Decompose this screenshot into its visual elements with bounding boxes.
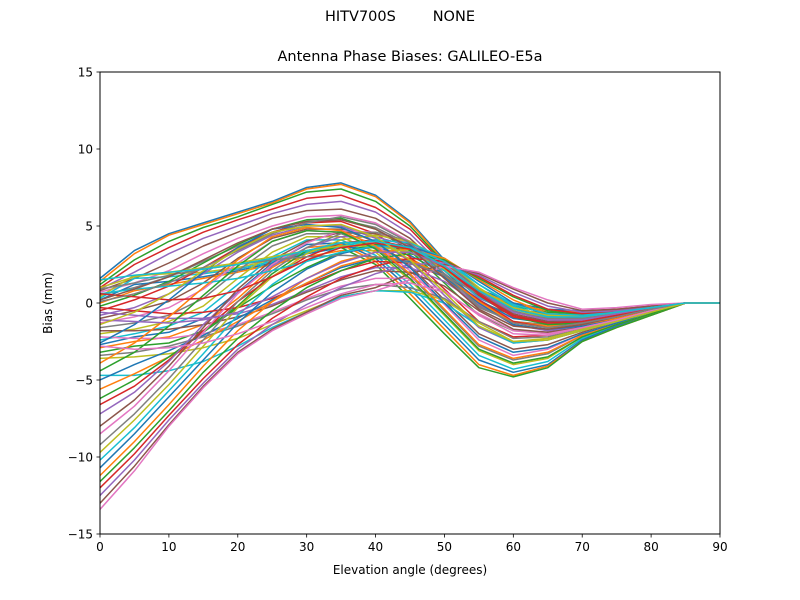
x-tick-label: 60 <box>506 540 521 554</box>
x-tick-label: 10 <box>161 540 176 554</box>
y-tick-label: 15 <box>78 66 93 80</box>
y-tick-label: −15 <box>68 528 93 542</box>
series-line-s58 <box>100 216 720 329</box>
x-tick-label: 40 <box>368 540 383 554</box>
y-tick-label: 5 <box>85 220 93 234</box>
y-tick-label: −10 <box>68 451 93 465</box>
x-axis: 0 10 20 30 40 50 60 70 80 90 <box>96 534 728 554</box>
y-tick-label: −5 <box>75 374 93 388</box>
series-line-s47 <box>100 265 720 510</box>
series-line-s57 <box>100 282 720 350</box>
x-tick-label: 0 <box>96 540 104 554</box>
series-line-s60 <box>100 240 720 318</box>
series-line-s45 <box>100 262 720 497</box>
x-tick-label: 90 <box>712 540 727 554</box>
x-axis-label: Elevation angle (degrees) <box>333 563 487 577</box>
figure-suptitle: HITV700S NONE <box>325 9 475 25</box>
series-line-s53 <box>100 229 720 372</box>
y-axis-label: Bias (mm) <box>41 272 55 334</box>
x-tick-label: 20 <box>230 540 245 554</box>
chart-title: Antenna Phase Biases: GALILEO-E5a <box>277 49 543 65</box>
y-tick-label: 0 <box>85 297 93 311</box>
x-tick-label: 30 <box>299 540 314 554</box>
y-axis: −15 −10 −5 0 5 10 15 <box>68 66 100 542</box>
series-layer <box>100 182 720 510</box>
x-tick-label: 50 <box>437 540 452 554</box>
x-tick-label: 70 <box>575 540 590 554</box>
y-tick-label: 10 <box>78 143 93 157</box>
series-line-s54 <box>100 242 720 324</box>
series-line-s55 <box>100 251 720 324</box>
series-line-s51 <box>100 223 720 354</box>
series-line-s59 <box>100 223 720 343</box>
x-tick-label: 80 <box>643 540 658 554</box>
